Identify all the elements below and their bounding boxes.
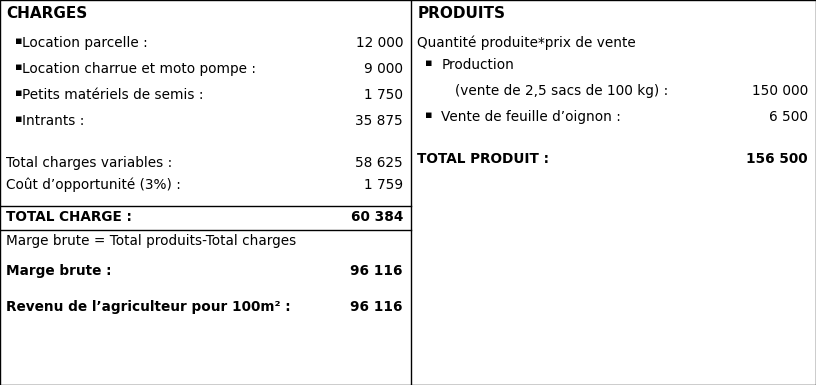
Text: 58 625: 58 625 [355, 156, 403, 170]
Text: Production: Production [441, 58, 514, 72]
Text: TOTAL CHARGE :: TOTAL CHARGE : [6, 210, 132, 224]
Text: 96 116: 96 116 [351, 300, 403, 314]
Text: ▪: ▪ [15, 88, 23, 98]
Text: (vente de 2,5 sacs de 100 kg) :: (vente de 2,5 sacs de 100 kg) : [455, 84, 668, 98]
Text: ▪: ▪ [425, 58, 432, 68]
Text: ▪: ▪ [15, 62, 23, 72]
Text: 156 500: 156 500 [747, 152, 808, 166]
Text: Location parcelle :: Location parcelle : [22, 36, 148, 50]
Text: 1 750: 1 750 [364, 88, 403, 102]
Text: 35 875: 35 875 [355, 114, 403, 128]
Text: 6 500: 6 500 [769, 110, 808, 124]
Text: Marge brute = Total produits-Total charges: Marge brute = Total produits-Total charg… [6, 234, 296, 248]
Text: ▪: ▪ [425, 110, 432, 120]
Text: Quantité produite*prix de vente: Quantité produite*prix de vente [417, 36, 636, 50]
Text: 9 000: 9 000 [364, 62, 403, 76]
Text: CHARGES: CHARGES [6, 6, 87, 21]
Text: PRODUITS: PRODUITS [417, 6, 505, 21]
Text: 150 000: 150 000 [752, 84, 808, 98]
Text: 60 384: 60 384 [351, 210, 403, 224]
Text: Revenu de l’agriculteur pour 100m² :: Revenu de l’agriculteur pour 100m² : [6, 300, 290, 314]
Text: Marge brute :: Marge brute : [6, 264, 112, 278]
Text: Coût d’opportunité (3%) :: Coût d’opportunité (3%) : [6, 178, 181, 192]
Text: Petits matériels de semis :: Petits matériels de semis : [22, 88, 203, 102]
Text: 12 000: 12 000 [356, 36, 403, 50]
Text: ▪: ▪ [15, 114, 23, 124]
Text: Vente de feuille d’oignon :: Vente de feuille d’oignon : [441, 110, 621, 124]
Text: Intrants :: Intrants : [22, 114, 84, 128]
Text: 96 116: 96 116 [351, 264, 403, 278]
Text: Total charges variables :: Total charges variables : [6, 156, 172, 170]
Text: 1 759: 1 759 [364, 178, 403, 192]
Text: TOTAL PRODUIT :: TOTAL PRODUIT : [417, 152, 549, 166]
Text: ▪: ▪ [15, 36, 23, 46]
Text: Location charrue et moto pompe :: Location charrue et moto pompe : [22, 62, 256, 76]
